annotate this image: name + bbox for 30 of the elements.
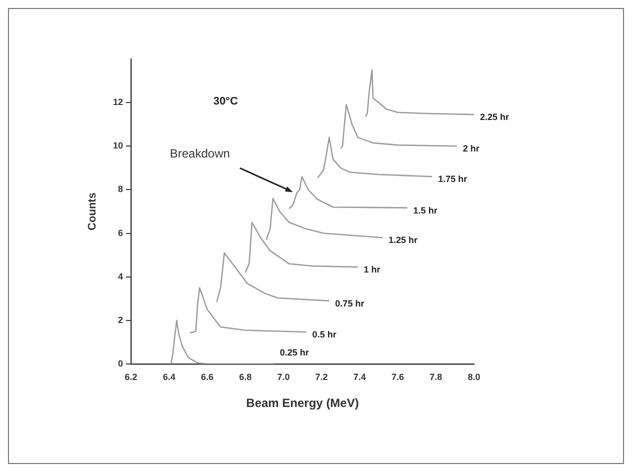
x-tick-label: 7.4: [353, 372, 366, 382]
series-label: 1 hr: [364, 264, 381, 275]
x-tick-label: 7.2: [315, 372, 328, 382]
series-label: 0.25 hr: [280, 347, 310, 358]
series-label: 1.75 hr: [438, 174, 468, 184]
x-axis-title: Beam Energy (MeV): [246, 396, 359, 410]
x-tick-label: 7.6: [392, 372, 404, 382]
y-tick-label: 2: [118, 314, 123, 325]
y-tick-label: 4: [118, 271, 123, 282]
x-tick-label: 6.2: [124, 372, 138, 382]
y-axis-title: Counts: [86, 192, 99, 230]
y-tick-label: 0: [118, 358, 123, 368]
x-tick-label: 8.0: [468, 372, 480, 382]
y-tick-label: 8: [118, 184, 123, 194]
annotation: Breakdown: [170, 146, 230, 160]
series-label: 1.5 hr: [413, 205, 438, 216]
x-tick-label: 7.8: [430, 372, 442, 382]
series-label: 2 hr: [462, 144, 480, 154]
series-label: 0.5 hr: [312, 329, 337, 340]
x-tick-label: 6.6: [200, 372, 214, 382]
series-label: 0.75 hr: [335, 298, 365, 308]
x-tick-label: 6.4: [162, 372, 176, 382]
y-tick-label: 6: [118, 228, 123, 238]
series-label: 1.25 hr: [388, 235, 418, 246]
text: 30°C: [213, 96, 238, 108]
series-label: 2.25 hr: [480, 112, 510, 122]
y-tick-label: 12: [112, 97, 123, 108]
y-tick-label: 10: [112, 140, 123, 151]
x-tick-label: 7.0: [277, 372, 290, 382]
x-tick-label: 6.8: [239, 372, 252, 382]
